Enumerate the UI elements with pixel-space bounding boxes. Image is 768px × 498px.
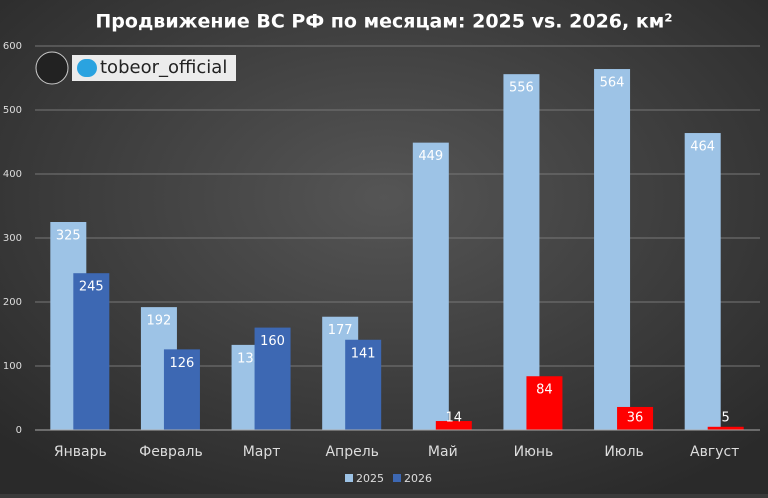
y-tick-label: 400 [3,169,22,180]
value-label: 126 [170,356,195,371]
bar [526,376,563,430]
bar [684,133,721,431]
value-label: 84 [536,383,553,398]
value-label: 36 [627,411,644,426]
value-label: 14 [446,411,463,426]
value-label: 449 [418,149,443,164]
watermark: tobeor_official [100,57,227,78]
value-label: 177 [328,323,353,338]
value-label: 564 [600,76,625,91]
bar [503,74,540,430]
bar [707,426,744,430]
value-label: 464 [690,140,715,155]
x-tick-label: Апрель [325,444,378,460]
legend-label: 2025 [356,472,384,485]
value-label: 141 [351,346,376,361]
bar [594,69,631,430]
y-tick-label: 600 [3,41,22,52]
bar [73,273,110,430]
legend-label: 2026 [404,472,432,485]
bar [412,142,449,430]
value-label: 556 [509,81,534,96]
logo [35,51,69,85]
value-label: 160 [260,334,285,349]
x-tick-label: Август [690,444,739,460]
y-tick-label: 200 [3,297,22,308]
value-label: 325 [56,229,81,244]
x-tick-label: Июль [604,444,643,460]
chart-title: Продвижение ВС РФ по месяцам: 2025 vs. 2… [95,11,672,33]
x-tick-label: Май [428,444,458,460]
bar [163,349,200,430]
y-tick-label: 0 [16,425,22,436]
telegram-icon [77,59,95,77]
value-label: 192 [147,314,172,329]
value-label: 5 [722,411,730,426]
watermark-box [72,55,236,81]
y-tick-label: 300 [3,233,22,244]
bar [345,339,382,430]
value-label: 245 [79,280,104,295]
x-tick-label: Март [243,444,281,460]
y-tick-label: 100 [3,361,22,372]
y-tick-label: 500 [3,105,22,116]
bar [617,406,654,430]
x-tick-label: Январь [54,444,107,460]
x-tick-label: Июнь [514,444,554,460]
legend-swatch [393,474,401,482]
bar [254,327,291,430]
bar [435,421,472,430]
legend-swatch [345,474,353,482]
x-tick-label: Февраль [139,444,203,460]
